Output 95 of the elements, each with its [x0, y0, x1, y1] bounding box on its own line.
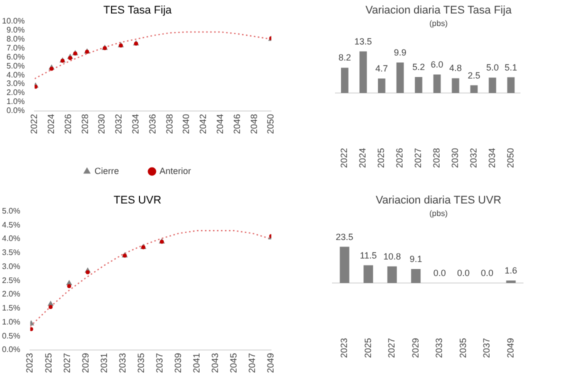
x-tick-label: 2036: [147, 114, 158, 134]
x-tick-label: 2034: [130, 114, 141, 134]
y-tick-label: 6.0%: [6, 52, 25, 62]
data-label: 0.0: [480, 268, 494, 278]
x-tick-label: 2026: [62, 114, 73, 134]
x-tick-label: 2033: [434, 338, 444, 358]
x-tick-label: 2037: [482, 338, 492, 358]
x-tick-label: 2049: [266, 352, 276, 374]
x-tick-label: 2027: [386, 338, 397, 358]
x-tick-label: 2028: [80, 114, 90, 134]
data-label: 6.0: [430, 60, 444, 70]
y-tick-label: 8.0%: [6, 34, 25, 44]
x-tick-label: 2022: [29, 114, 40, 134]
x-tick-label: 2025: [43, 352, 54, 374]
y-tick-label: 1.5%: [2, 304, 20, 313]
data-label: 0.0: [433, 268, 446, 278]
legend-label: Anterior: [159, 166, 192, 176]
y-tick-label: 7.0%: [6, 43, 25, 52]
data-label: 4.7: [375, 64, 388, 74]
x-tick-label: 2037: [154, 352, 164, 374]
x-tick-label: 2026: [394, 148, 405, 168]
y-tick-label: 0.0%: [2, 345, 20, 354]
y-tick-label: 3.0%: [6, 79, 25, 88]
data-label: 5.1: [504, 62, 518, 72]
x-tick-label: 2023: [339, 338, 350, 358]
data-label: 5.0: [486, 62, 499, 73]
y-tick-label: 1.0%: [2, 317, 20, 326]
x-tick-label: 2025: [362, 338, 373, 358]
x-tick-label: 2045: [228, 352, 239, 374]
x-tick-label: 2042: [198, 114, 208, 134]
y-tick-label: 0.0%: [6, 106, 25, 116]
x-tick-label: 2030: [450, 148, 460, 168]
x-tick-label: 2024: [46, 114, 56, 134]
y-tick-label: 9.0%: [6, 25, 25, 34]
data-label: 10.8: [383, 251, 401, 262]
data-label: 13.5: [354, 36, 372, 46]
y-tick-label: 2.0%: [6, 88, 25, 98]
x-tick-label: 2032: [468, 148, 478, 168]
x-tick-label: 2043: [210, 352, 220, 374]
data-label: 5.2: [412, 62, 425, 72]
chart-title: Variacion diaria TES Tasa Fija: [365, 4, 512, 17]
x-tick-label: 2029: [80, 352, 90, 374]
data-label: 4.8: [449, 63, 462, 74]
x-tick-label: 2031: [98, 352, 109, 374]
x-tick-label: 2039: [173, 352, 184, 374]
x-tick-label: 2027: [413, 148, 424, 168]
x-tick-label: 2038: [164, 114, 174, 134]
y-tick-label: 2.0%: [2, 290, 20, 299]
x-tick-label: 2032: [114, 114, 124, 134]
x-tick-label: 2050: [505, 148, 516, 168]
y-tick-label: 4.5%: [2, 220, 20, 230]
x-tick-label: 2050: [266, 114, 276, 134]
x-tick-label: 2027: [62, 352, 72, 374]
x-tick-label: 2046: [232, 114, 242, 134]
chart-title: TES Tasa Fija: [103, 4, 173, 17]
x-tick-label: 2035: [136, 352, 146, 374]
chart-title: Variacion diaria TES UVR: [376, 194, 502, 207]
y-tick-label: 4.0%: [2, 234, 20, 244]
x-tick-label: 2023: [24, 352, 35, 374]
x-tick-label: 2022: [339, 148, 350, 168]
y-tick-label: 5.0%: [6, 61, 25, 70]
y-tick-label: 5.0%: [2, 206, 20, 216]
x-tick-label: 2028: [432, 148, 442, 168]
x-tick-label: 2035: [458, 338, 468, 358]
chart-subtitle: (pbs): [429, 19, 448, 28]
x-tick-label: 2048: [248, 114, 259, 134]
data-label: 23.5: [336, 232, 354, 242]
y-tick-label: 2.5%: [2, 276, 20, 285]
data-label: 9.1: [410, 254, 422, 264]
y-tick-label: 4.0%: [6, 70, 25, 80]
x-tick-label: 2030: [96, 114, 107, 134]
x-tick-label: 2040: [181, 114, 192, 134]
x-tick-label: 2034: [486, 148, 497, 168]
x-tick-label: 2041: [192, 352, 202, 374]
x-tick-label: 2024: [358, 148, 368, 168]
y-tick-label: 0.5%: [2, 331, 20, 340]
data-label: 1.6: [504, 266, 518, 276]
data-label: 11.5: [360, 250, 377, 260]
y-tick-label: 1.0%: [6, 97, 25, 106]
chart-title: TES UVR: [114, 194, 162, 207]
y-tick-label: 3.0%: [2, 262, 20, 271]
data-label: 8.2: [338, 52, 351, 63]
x-tick-label: 2029: [410, 338, 420, 358]
x-tick-label: 2033: [117, 352, 128, 374]
y-tick-label: 3.5%: [2, 248, 20, 258]
x-tick-label: 2025: [376, 148, 386, 168]
x-tick-label: 2049: [505, 338, 516, 358]
y-tick-label: 10.0%: [2, 16, 25, 26]
legend-label: Cierre: [94, 166, 120, 176]
data-label: 0.0: [457, 268, 470, 278]
x-tick-label: 2047: [247, 352, 258, 374]
data-label: 9.9: [394, 47, 406, 58]
data-label: 2.5: [468, 70, 480, 80]
x-tick-label: 2044: [215, 114, 225, 134]
chart-subtitle: (pbs): [429, 209, 448, 218]
